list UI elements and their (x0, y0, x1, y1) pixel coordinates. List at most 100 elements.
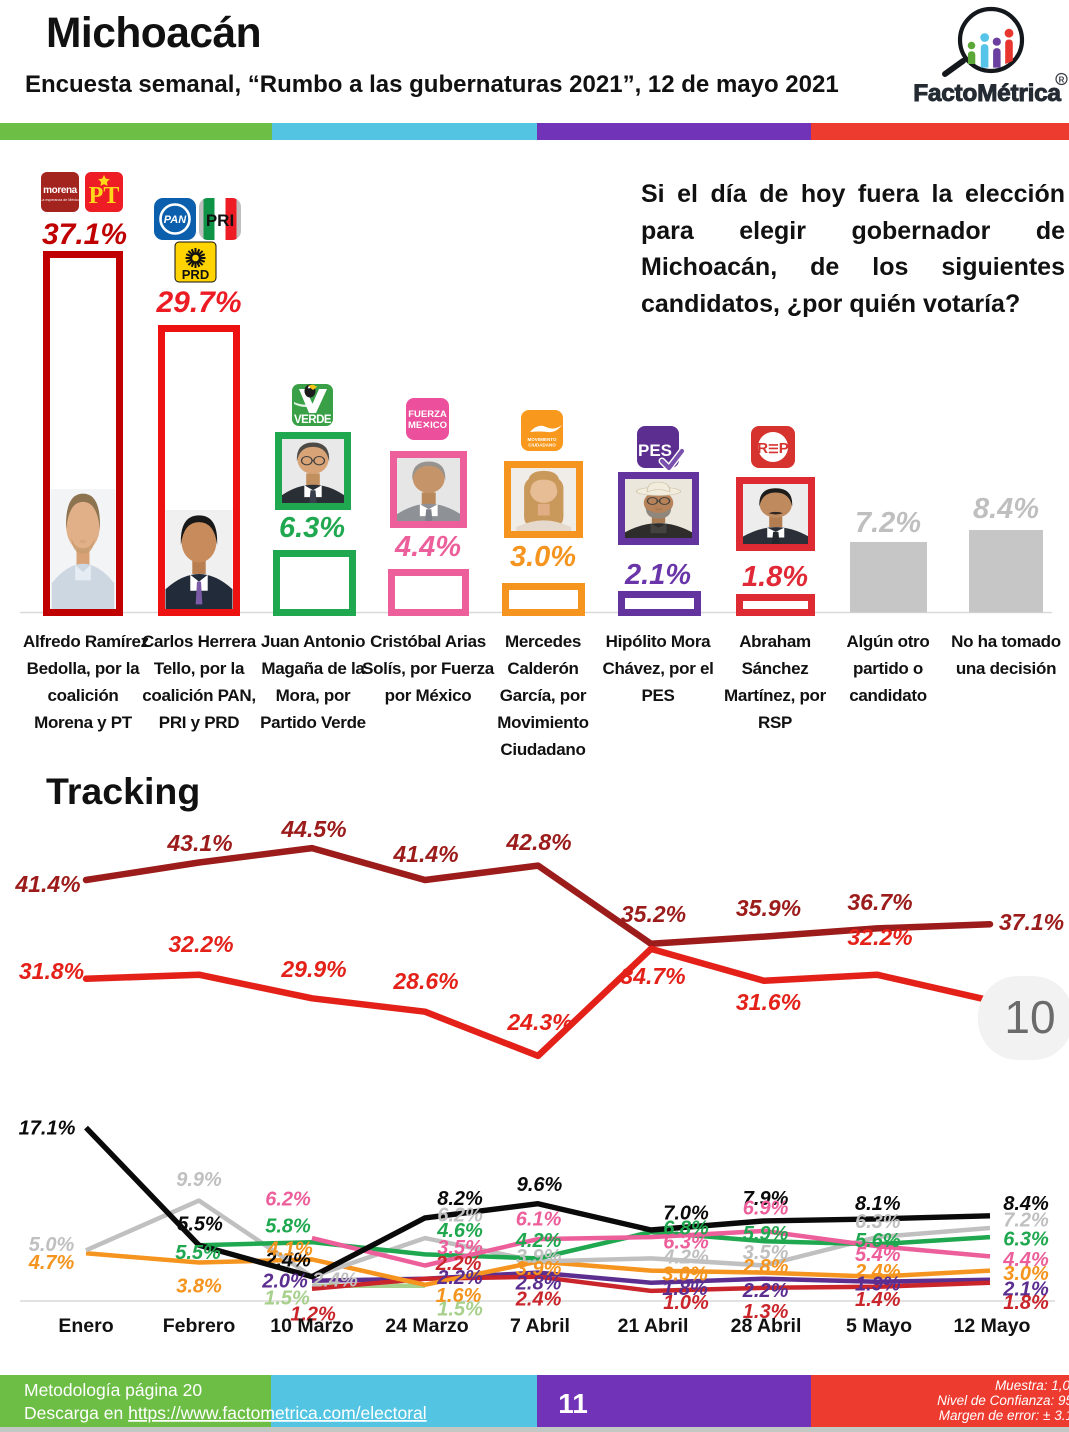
svg-text:4.2%: 4.2% (515, 1230, 562, 1252)
svg-text:ME✕ICO: ME✕ICO (408, 420, 447, 431)
svg-text:5.6%: 5.6% (855, 1230, 901, 1252)
svg-text:12 Mayo: 12 Mayo (954, 1315, 1031, 1337)
svg-text:1.3%: 1.3% (743, 1301, 789, 1323)
svg-text:1.4%: 1.4% (855, 1289, 901, 1311)
svg-text:2.1%: 2.1% (624, 559, 691, 591)
svg-text:FactoMétrica: FactoMétrica (913, 80, 1061, 107)
svg-text:35.2%: 35.2% (621, 901, 686, 927)
svg-text:3.8%: 3.8% (176, 1276, 222, 1298)
svg-text:6.3%: 6.3% (1003, 1229, 1049, 1251)
svg-text:3.0%: 3.0% (662, 1264, 708, 1286)
svg-text:7.2%: 7.2% (1003, 1210, 1049, 1232)
svg-text:28 Abril: 28 Abril (731, 1315, 802, 1337)
svg-text:34.7%: 34.7% (620, 963, 685, 989)
svg-text:8.1%: 8.1% (855, 1193, 901, 1215)
svg-text:2.0%: 2.0% (261, 1271, 308, 1293)
svg-text:2.8%: 2.8% (515, 1273, 562, 1295)
svg-text:37.1%: 37.1% (42, 218, 127, 251)
svg-text:29.9%: 29.9% (280, 956, 346, 982)
svg-text:2.2%: 2.2% (435, 1253, 482, 1275)
svg-text:1.2%: 1.2% (290, 1304, 336, 1326)
svg-text:31.6%: 31.6% (736, 989, 801, 1015)
svg-text:Descarga en https://www.factom: Descarga en https://www.factometrica.com… (24, 1403, 427, 1423)
svg-text:4.2%: 4.2% (662, 1247, 709, 1269)
svg-text:6.2%: 6.2% (437, 1205, 483, 1227)
svg-text:41.4%: 41.4% (392, 841, 458, 867)
svg-text:4.1%: 4.1% (266, 1239, 313, 1261)
svg-text:2.2%: 2.2% (742, 1280, 789, 1302)
svg-text:43.1%: 43.1% (166, 830, 232, 856)
svg-text:21 Abril: 21 Abril (618, 1315, 689, 1337)
svg-text:2.4%: 2.4% (311, 1270, 358, 1292)
svg-text:Enero: Enero (58, 1315, 113, 1337)
svg-text:1.0%: 1.0% (663, 1292, 709, 1314)
svg-text:PES: PES (638, 441, 672, 460)
svg-text:11: 11 (558, 1388, 588, 1419)
svg-text:PT: PT (89, 183, 120, 209)
svg-text:8.2%: 8.2% (437, 1188, 483, 1210)
svg-text:5.4%: 5.4% (855, 1244, 901, 1266)
svg-text:2.2%: 2.2% (436, 1267, 483, 1289)
svg-text:6.1%: 6.1% (516, 1209, 562, 1231)
svg-text:6.3%: 6.3% (279, 512, 345, 544)
svg-text:35.9%: 35.9% (736, 895, 801, 921)
svg-text:4.4%: 4.4% (1002, 1249, 1049, 1271)
svg-text:28.6%: 28.6% (392, 968, 458, 994)
svg-text:morena: morena (43, 185, 78, 196)
svg-text:3.5%: 3.5% (743, 1242, 789, 1264)
svg-text:PRI: PRI (206, 211, 234, 230)
svg-text:36.7%: 36.7% (847, 889, 912, 915)
svg-text:R: R (1059, 76, 1065, 85)
svg-text:2.8%: 2.8% (742, 1256, 789, 1278)
svg-text:Muestra: 1,006: Muestra: 1,006 (995, 1378, 1069, 1393)
svg-text:CIUDADANO: CIUDADANO (528, 443, 556, 448)
svg-text:5.8%: 5.8% (265, 1216, 311, 1238)
svg-text:8.4%: 8.4% (973, 493, 1039, 525)
svg-text:3.9%: 3.9% (516, 1258, 562, 1280)
svg-text:7.2%: 7.2% (855, 507, 921, 539)
svg-text:FUERZA: FUERZA (408, 409, 447, 420)
svg-text:29.7%: 29.7% (155, 286, 241, 319)
svg-text:7.9%: 7.9% (743, 1188, 789, 1210)
svg-text:R☰P: R☰P (757, 440, 789, 457)
svg-text:4.4%: 4.4% (394, 531, 461, 563)
svg-text:9.6%: 9.6% (517, 1174, 563, 1196)
svg-text:2.4%: 2.4% (264, 1250, 311, 1272)
svg-text:10: 10 (1004, 991, 1055, 1043)
svg-text:9.9%: 9.9% (176, 1169, 222, 1191)
svg-text:5.9%: 5.9% (743, 1223, 789, 1245)
svg-text:3.9%: 3.9% (516, 1246, 562, 1268)
svg-text:2.4%: 2.4% (515, 1289, 562, 1311)
svg-text:1.5%: 1.5% (437, 1299, 483, 1321)
svg-text:7.0%: 7.0% (663, 1203, 709, 1225)
svg-text:24.3%: 24.3% (506, 1009, 572, 1035)
svg-text:3.0%: 3.0% (510, 541, 576, 573)
svg-text:4.7%: 4.7% (28, 1252, 75, 1274)
svg-text:5 Mayo: 5 Mayo (846, 1315, 912, 1337)
svg-text:1.8%: 1.8% (1003, 1292, 1049, 1314)
svg-text:32.2%: 32.2% (847, 924, 912, 950)
svg-text:La esperanza de México: La esperanza de México (40, 198, 79, 202)
svg-text:Nivel de Confianza: 95%: Nivel de Confianza: 95% (937, 1393, 1069, 1408)
svg-text:41.4%: 41.4% (14, 871, 80, 897)
svg-text:3.0%: 3.0% (1003, 1263, 1049, 1285)
svg-text:24 Marzo: 24 Marzo (385, 1315, 469, 1337)
svg-text:2.4%: 2.4% (854, 1261, 901, 1283)
svg-text:Febrero: Febrero (163, 1315, 236, 1337)
svg-text:VERDE: VERDE (294, 414, 332, 426)
svg-text:5.0%: 5.0% (29, 1234, 75, 1256)
svg-text:1.8%: 1.8% (742, 561, 808, 593)
svg-text:31.8%: 31.8% (19, 958, 84, 984)
svg-text:8.4%: 8.4% (1003, 1193, 1049, 1215)
svg-text:Metodología página 20: Metodología página 20 (24, 1380, 202, 1400)
svg-text:3.5%: 3.5% (437, 1237, 483, 1259)
svg-text:1.9%: 1.9% (855, 1274, 901, 1296)
svg-text:5.5%: 5.5% (175, 1242, 221, 1264)
svg-text:10 Marzo: 10 Marzo (270, 1315, 354, 1337)
svg-text:6.8%: 6.8% (663, 1218, 709, 1240)
svg-text:32.2%: 32.2% (168, 931, 233, 957)
svg-text:MOVIMIENTO: MOVIMIENTO (528, 437, 557, 442)
svg-text:7 Abril: 7 Abril (510, 1315, 570, 1337)
svg-text:1.8%: 1.8% (662, 1278, 708, 1300)
svg-text:4.6%: 4.6% (436, 1220, 483, 1242)
